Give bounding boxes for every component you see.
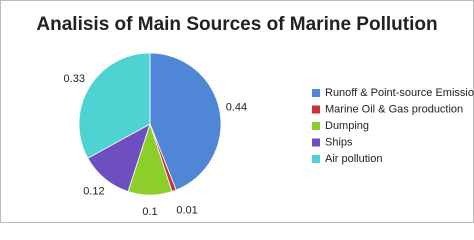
legend-swatch [312, 105, 320, 114]
legend-label: Ships [325, 136, 353, 148]
legend-swatch [312, 122, 320, 130]
legend-label: Marine Oil & Gas production [325, 103, 463, 115]
chart-title: Analisis of Main Sources of Marine Pollu… [36, 14, 437, 35]
pie-slice [78, 52, 151, 159]
legend-label: Air pollution [325, 153, 382, 165]
data-label: 0.12 [83, 186, 104, 198]
page: Analisis of Main Sources of Marine Pollu… [0, 0, 474, 223]
pie-slice [149, 52, 222, 191]
legend-swatch [312, 89, 320, 97]
legend-swatch [312, 155, 320, 163]
data-label: 0.1 [142, 206, 157, 218]
data-label: 0.44 [226, 101, 247, 113]
chart-frame [0, 0, 474, 223]
data-label: 0.33 [64, 73, 85, 85]
data-label: 0.01 [176, 204, 197, 216]
legend-label: Runoff & Point-source Emissions [325, 87, 474, 99]
legend-label: Dumping [325, 120, 369, 132]
chart: Analisis of Main Sources of Marine Pollu… [0, 0, 474, 223]
legend-swatch [312, 138, 320, 147]
